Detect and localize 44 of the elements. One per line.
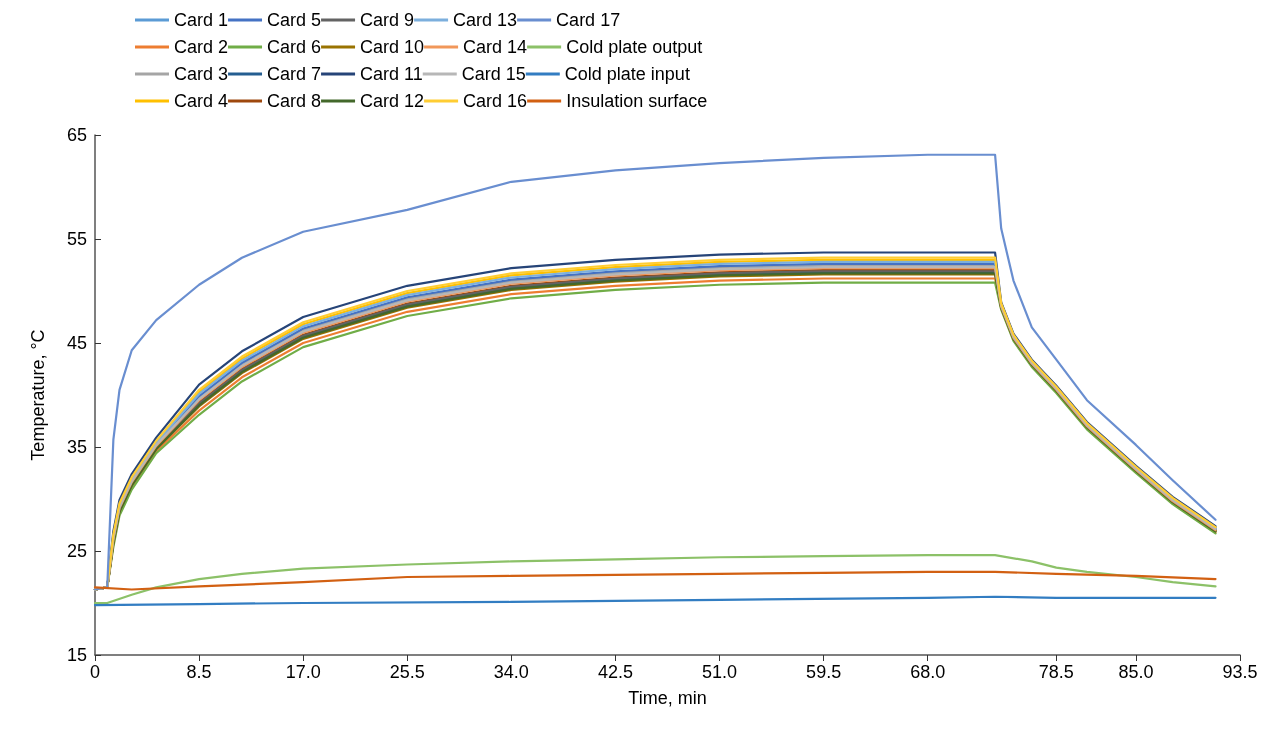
legend-label: Card 9 [360,10,415,30]
y-axis-title: Temperature, °C [28,329,48,461]
legend-label: Card 12 [360,91,425,111]
x-tick-label: 17.0 [285,662,321,682]
line-series [93,595,1217,607]
x-tick-label: 8.5 [186,662,212,682]
line-series [93,570,1217,591]
x-tick-label: 25.5 [389,662,425,682]
legend-label: Insulation surface [566,91,708,111]
x-tick-label: 68.0 [910,662,946,682]
y-tick-label: 15 [66,645,87,665]
y-tick-label: 55 [66,229,87,249]
legend-label: Card 2 [174,37,229,57]
y-tick-label: 25 [66,541,87,561]
legend-label: Card 5 [267,10,322,30]
y-tick-label: 65 [66,125,87,145]
x-tick-label: 34.0 [493,662,529,682]
x-tick-label: 85.0 [1118,662,1154,682]
legend-label: Card 3 [174,64,229,84]
legend-label: Card 10 [360,37,425,57]
legend-label: Card 6 [267,37,322,57]
legend-label: Cold plate input [564,64,690,84]
line-series [93,554,1217,605]
legend-label: Card 17 [556,10,621,30]
x-tick-label: 93.5 [1222,662,1258,682]
legend-label: Card 14 [463,37,528,57]
legend-label: Cold plate output [566,37,703,57]
y-tick-label: 35 [66,437,87,457]
legend-label: Card 15 [461,64,526,84]
legend-label: Card 1 [174,10,229,30]
x-tick-label: 0 [89,662,101,682]
legend-label: Card 8 [267,91,322,111]
x-tick-label: 51.0 [702,662,738,682]
legend-label: Card 11 [360,64,423,84]
legend-label: Card 13 [453,10,518,30]
legend-label: Card 7 [267,64,322,84]
y-tick-label: 45 [66,333,87,353]
x-axis-title: Time, min [628,688,707,708]
x-tick-label: 78.5 [1038,662,1074,682]
line-series [93,153,1217,591]
x-tick-label: 42.5 [597,662,633,682]
legend-label: Card 4 [174,91,229,111]
legend-label: Card 16 [463,91,528,111]
x-tick-label: 59.5 [806,662,842,682]
